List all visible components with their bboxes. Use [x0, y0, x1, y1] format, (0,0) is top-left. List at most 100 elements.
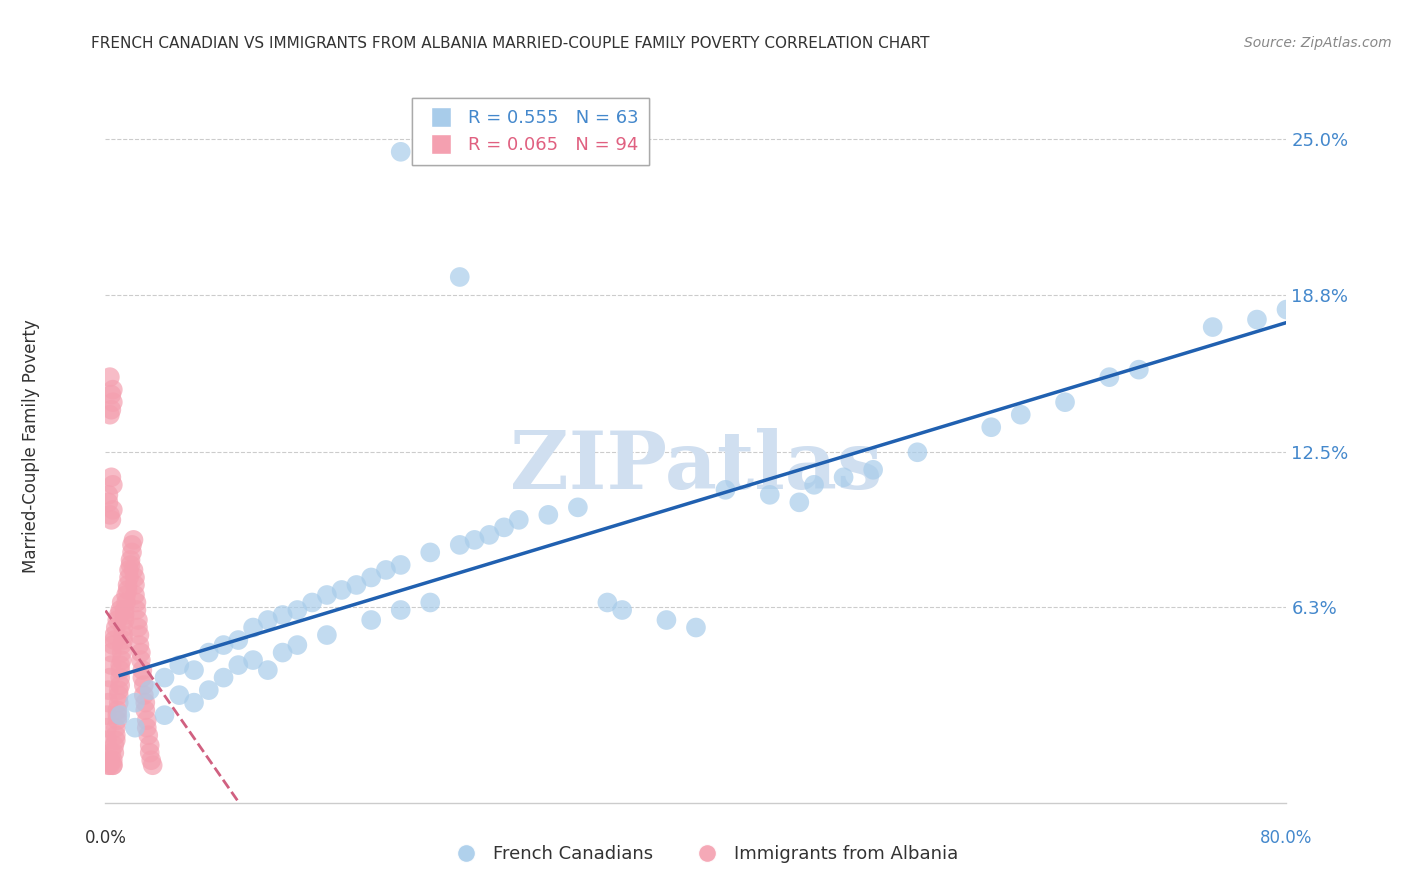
Point [101, 758, 124, 772]
Point [114, 607, 136, 622]
Point [153, 671, 176, 685]
Point [153, 708, 176, 723]
Point [907, 445, 929, 459]
Point [464, 533, 486, 547]
Point [142, 758, 165, 772]
Point [101, 638, 124, 652]
Point [271, 607, 294, 622]
Point [567, 500, 589, 515]
Point [103, 633, 125, 648]
Point [685, 621, 707, 635]
Point [98, 758, 121, 772]
Point [110, 663, 132, 677]
Point [346, 578, 368, 592]
Point [127, 621, 149, 635]
Point [104, 721, 127, 735]
Point [105, 613, 128, 627]
Legend: French Canadians, Immigrants from Albania: French Canadians, Immigrants from Albani… [437, 834, 969, 874]
Point [1128, 362, 1150, 376]
Point [242, 653, 264, 667]
Point [114, 613, 136, 627]
Point [135, 713, 157, 727]
Point [537, 508, 560, 522]
Point [105, 713, 128, 727]
Point [129, 646, 152, 660]
Point [110, 658, 132, 673]
Point [107, 688, 129, 702]
Point [257, 663, 280, 677]
Point [330, 582, 353, 597]
Point [301, 595, 323, 609]
Point [97, 696, 120, 710]
Point [183, 696, 205, 710]
Text: ZIPatlas: ZIPatlas [510, 428, 882, 507]
Point [115, 595, 138, 609]
Point [360, 570, 382, 584]
Point [169, 688, 191, 702]
Point [96, 708, 118, 723]
Point [138, 738, 162, 752]
Point [100, 470, 122, 484]
Point [287, 603, 309, 617]
Point [315, 588, 337, 602]
Point [110, 671, 132, 685]
Point [122, 563, 145, 577]
Point [110, 708, 132, 723]
Point [287, 638, 309, 652]
Point [98, 753, 121, 767]
Point [105, 708, 128, 723]
Point [128, 638, 150, 652]
Point [101, 478, 124, 492]
Point [131, 671, 153, 685]
Point [141, 753, 163, 767]
Point [228, 658, 250, 673]
Point [118, 570, 141, 584]
Point [315, 628, 337, 642]
Point [449, 538, 471, 552]
Point [124, 570, 146, 584]
Point [97, 488, 120, 502]
Point [134, 696, 156, 710]
Point [125, 603, 148, 617]
Point [134, 703, 156, 717]
Point [132, 688, 155, 702]
Point [104, 621, 127, 635]
Point [242, 621, 264, 635]
Point [100, 387, 122, 401]
Point [124, 721, 146, 735]
Point [1246, 312, 1268, 326]
Point [596, 595, 619, 609]
Point [120, 553, 142, 567]
Point [107, 696, 129, 710]
Point [759, 488, 782, 502]
Point [655, 613, 678, 627]
Point [114, 603, 136, 617]
Point [138, 746, 162, 760]
Point [131, 663, 153, 677]
Text: Source: ZipAtlas.com: Source: ZipAtlas.com [1244, 36, 1392, 50]
Point [389, 603, 412, 617]
Point [1098, 370, 1121, 384]
Point [101, 395, 124, 409]
Point [449, 270, 471, 285]
Point [115, 588, 138, 602]
Point [100, 746, 122, 760]
Point [212, 638, 235, 652]
Point [96, 721, 118, 735]
Point [111, 638, 134, 652]
Point [360, 613, 382, 627]
Point [127, 613, 149, 627]
Point [1054, 395, 1077, 409]
Point [117, 582, 139, 597]
Point [100, 402, 122, 417]
Point [508, 513, 530, 527]
Point [271, 646, 294, 660]
Point [117, 578, 139, 592]
Point [1201, 320, 1223, 334]
Point [610, 603, 633, 617]
Point [118, 563, 141, 577]
Legend: R = 0.555   N = 63, R = 0.065   N = 94: R = 0.555 N = 63, R = 0.065 N = 94 [412, 98, 650, 165]
Point [183, 663, 205, 677]
Text: Married-Couple Family Poverty: Married-Couple Family Poverty [22, 319, 39, 573]
Point [96, 733, 118, 747]
